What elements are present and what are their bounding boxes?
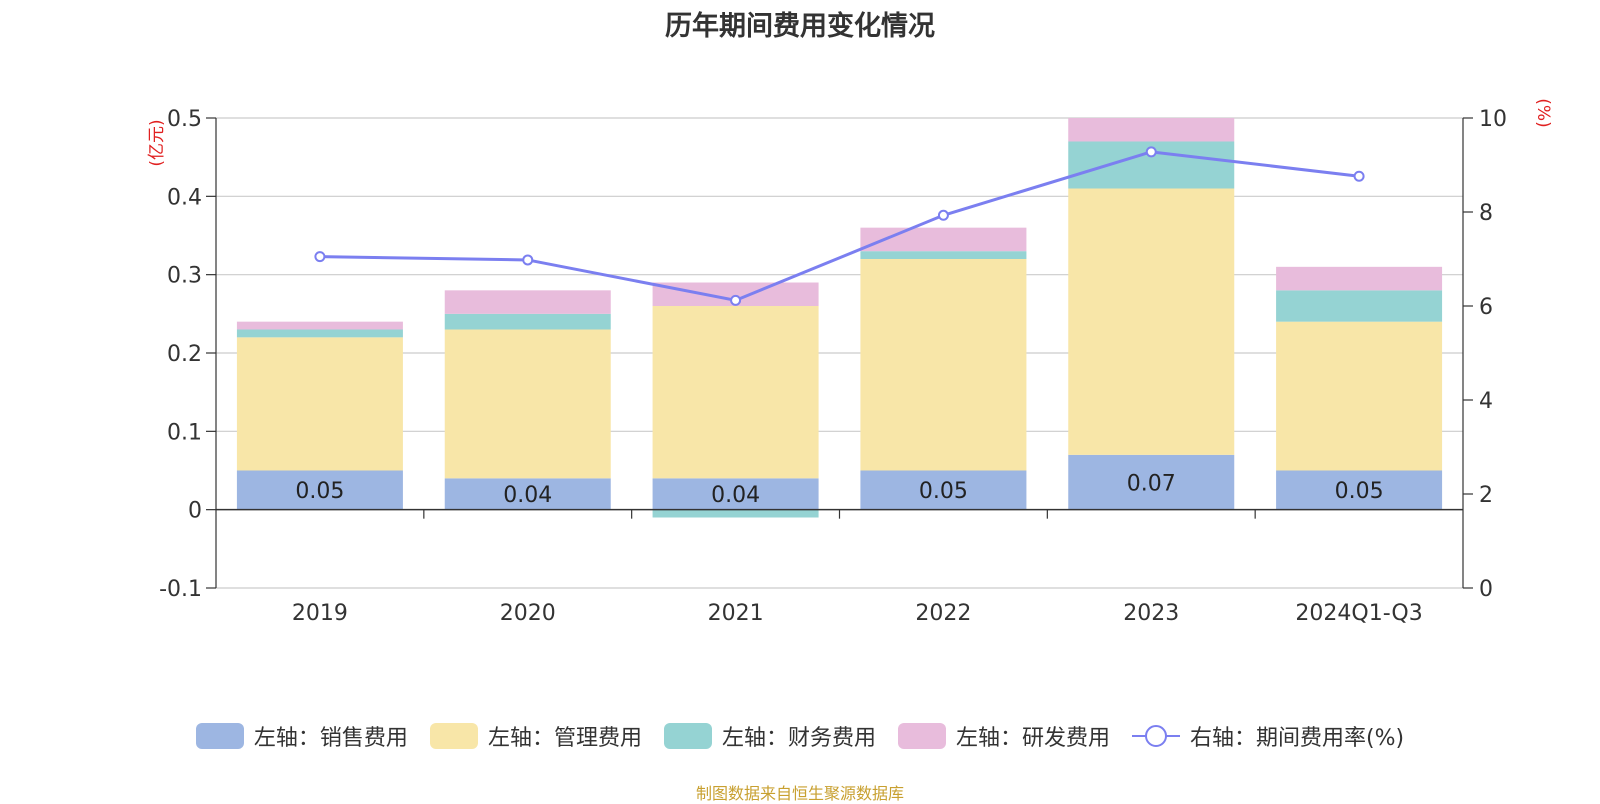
left-tick-label: 0.4 [167,185,202,210]
x-tick-label: 2019 [292,601,348,626]
right-tick-label: 0 [1479,577,1493,602]
bar-finance-1 [444,313,611,330]
legend-swatch-admin [429,723,478,749]
legend: 左轴：销售费用 左轴：管理费用 左轴：财务费用 左轴：研发费用 右轴：期间费用率… [0,720,1600,752]
left-tick-label: 0.5 [167,107,202,132]
legend-label-admin: 左轴：管理费用 [487,726,642,751]
sales-data-label: 0.05 [919,479,968,504]
rate-point-2 [730,294,742,306]
bar-admin-0 [236,337,403,471]
left-tick-label: -0.1 [159,577,202,602]
sales-data-label: 0.07 [1127,471,1176,496]
rate-point-3 [937,209,949,221]
legend-swatch-rate [1131,723,1180,749]
legend-swatch-rnd [897,723,946,749]
legend-label-rate: 右轴：期间费用率(%) [1189,726,1405,751]
left-axis-unit: (亿元) [147,119,167,166]
right-tick-label: 2 [1479,483,1493,508]
x-tick-label: 2024Q1-Q3 [1295,601,1422,626]
bar-admin-3 [860,259,1027,471]
rate-point-1 [522,254,534,266]
x-tick-label: 2020 [500,601,556,626]
bar-sales-5 [1276,470,1443,510]
bar-rnd-5 [1276,266,1443,291]
legend-swatch-finance [663,723,712,749]
legend-item-finance[interactable]: 左轴：财务费用 [663,720,876,752]
bar-sales-4 [1068,454,1235,510]
bar-rnd-1 [444,290,611,314]
left-tick-label: 0.1 [167,420,202,445]
legend-item-admin[interactable]: 左轴：管理费用 [429,720,642,752]
bar-sales-3 [860,470,1027,510]
x-tick-label: 2021 [708,601,764,626]
bar-finance-0 [236,329,403,338]
sales-data-label: 0.04 [503,483,552,508]
rate-point-4 [1145,146,1157,158]
x-tick-label: 2023 [1123,601,1179,626]
right-tick-label: 4 [1479,389,1493,414]
sales-data-label: 0.04 [711,483,760,508]
right-tick-label: 8 [1479,201,1493,226]
right-axis-unit: (%) [1533,98,1553,127]
left-tick-label: 0.2 [167,342,202,367]
legend-swatch-sales [195,723,244,749]
bar-rnd-0 [236,321,403,330]
chart-title: 历年期间费用变化情况 [665,11,935,42]
legend-item-rnd[interactable]: 左轴：研发费用 [897,720,1110,752]
legend-label-rnd: 左轴：研发费用 [955,726,1110,751]
left-tick-label: 0 [188,499,202,524]
rate-line [319,150,1360,302]
source-note: 制图数据来自恒生聚源数据库 [695,784,904,803]
bar-rnd-2 [652,282,819,306]
legend-label-finance: 左轴：财务费用 [721,726,876,751]
right-tick-label: 6 [1479,295,1493,320]
legend-item-rate[interactable]: 右轴：期间费用率(%) [1131,720,1405,752]
rate-point-5 [1353,170,1365,182]
bar-sales-0 [236,470,403,510]
bar-sales-1 [444,478,611,510]
sales-data-label: 0.05 [1335,479,1384,504]
rate-point-0 [314,251,326,263]
legend-label-sales: 左轴：销售费用 [253,726,408,751]
x-tick-label: 2022 [915,601,971,626]
sales-data-label: 0.05 [295,479,344,504]
bar-admin-2 [652,306,819,479]
bar-finance-5 [1276,290,1443,322]
bar-admin-1 [444,329,611,479]
right-tick-label: 10 [1479,107,1507,132]
bar-finance-3 [860,251,1027,259]
legend-item-sales[interactable]: 左轴：销售费用 [195,720,408,752]
bar-admin-5 [1276,321,1443,471]
left-tick-label: 0.3 [167,264,202,289]
bar-sales-2 [652,478,819,510]
bar-rnd-4 [1068,118,1235,142]
bar-finance-2 [652,509,819,518]
bar-admin-4 [1068,188,1235,455]
